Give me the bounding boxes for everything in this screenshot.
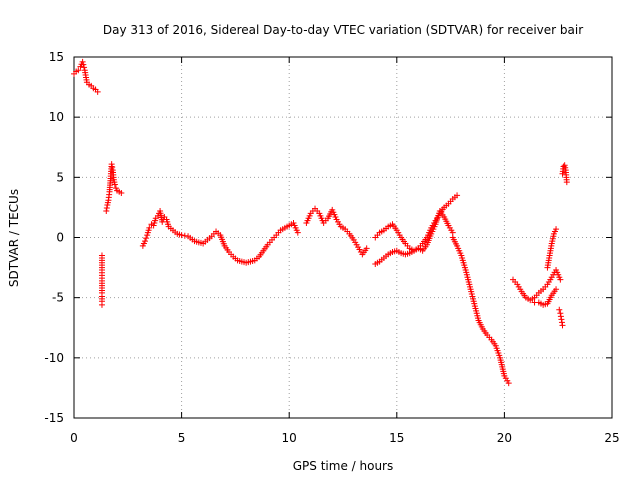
y-tick-labels: -15 -10 -5 0 5 10 15 [44,50,64,425]
data-point [363,245,370,252]
data-point [557,313,564,320]
y-tick-label: 10 [49,110,64,124]
y-tick-label: 0 [56,231,64,245]
data-point [505,380,512,387]
data-point [143,235,150,242]
y-tick-label: -10 [44,351,64,365]
x-tick-label: 0 [70,431,78,445]
chart-title: Day 313 of 2016, Sidereal Day-to-day VTE… [103,23,583,37]
x-axis-label: GPS time / hours [293,459,394,473]
data-point [81,64,88,71]
data-point [294,229,301,236]
data-point [181,232,188,239]
data-point [558,319,565,326]
data-points [71,58,570,387]
y-tick-label: 5 [56,170,64,184]
data-point [75,67,82,74]
data-point [559,322,566,329]
data-point [557,310,564,317]
x-tick-labels: 0 5 10 15 20 25 [70,431,619,445]
y-tick-label: 15 [49,50,64,64]
x-tick-label: 5 [178,431,186,445]
x-tick-label: 25 [604,431,619,445]
data-point [178,232,185,239]
data-point [557,276,564,283]
data-point [108,161,115,168]
data-point [556,306,563,313]
data-point [118,189,125,196]
data-point [109,164,116,171]
data-point [146,224,153,231]
data-point [79,58,86,65]
x-tick-label: 15 [389,431,404,445]
data-point [558,316,565,323]
data-point [563,179,570,186]
data-point [553,286,560,293]
y-axis-label: SDTVAR / TECUs [7,189,21,287]
data-point [98,301,105,308]
data-point [454,192,461,199]
data-point [553,226,560,233]
data-point [103,208,110,215]
axis-ticks [73,56,613,419]
x-tick-label: 10 [282,431,297,445]
data-point [94,88,101,95]
data-point [142,238,149,245]
y-tick-label: -5 [52,291,64,305]
y-tick-label: -15 [44,411,64,425]
x-tick-label: 20 [497,431,512,445]
data-point [111,181,118,188]
data-point [103,205,110,212]
data-point [80,61,87,68]
grid-lines [74,57,612,418]
